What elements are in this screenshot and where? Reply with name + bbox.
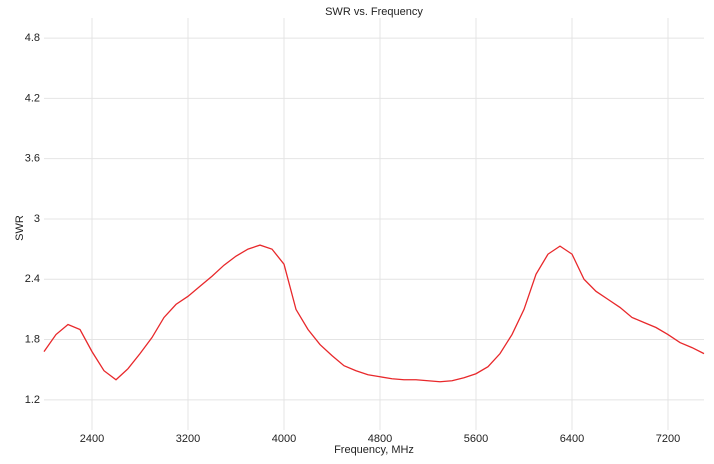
chart-title: SWR vs. Frequency <box>325 6 423 18</box>
y-tick-label: 3.6 <box>25 153 40 165</box>
y-tick-label: 1.8 <box>25 333 40 345</box>
y-tick-label: 4.2 <box>25 92 40 104</box>
line <box>43 244 705 383</box>
y-tick-label: 4.8 <box>25 32 40 44</box>
x-tick-label: 4000 <box>272 433 296 445</box>
x-tick-label: 7200 <box>656 433 680 445</box>
x-tick-label: 3200 <box>176 433 200 445</box>
y-tick-label: 2.4 <box>25 273 40 285</box>
x-axis-label: Frequency, MHz <box>334 444 414 456</box>
y-axis-label: SWR <box>14 215 26 241</box>
y-tick-label: 3 <box>34 213 40 225</box>
x-tick-label: 4800 <box>368 433 392 445</box>
x-tick-label: 2400 <box>80 433 104 445</box>
x-tick-label: 5600 <box>464 433 488 445</box>
y-tick-label: 1.2 <box>25 394 40 406</box>
x-tick-label: 6400 <box>560 433 584 445</box>
